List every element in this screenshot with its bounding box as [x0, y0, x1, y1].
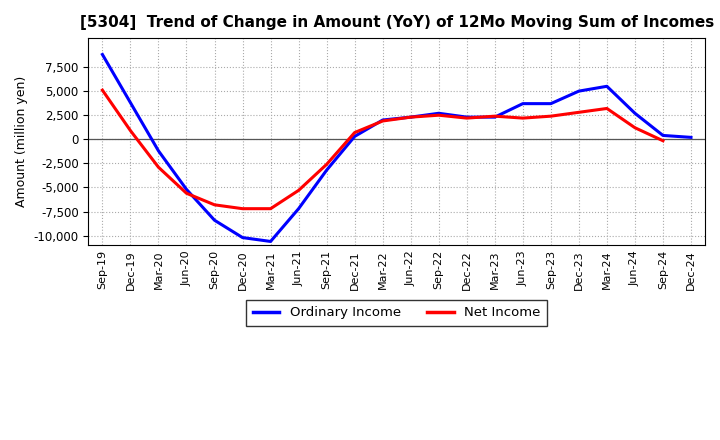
Ordinary Income	[323, 168, 331, 173]
Legend: Ordinary Income, Net Income: Ordinary Income, Net Income	[246, 300, 547, 326]
Ordinary Income	[182, 187, 191, 192]
Ordinary Income	[126, 100, 135, 105]
Net Income	[631, 125, 639, 130]
Net Income	[406, 114, 415, 120]
Ordinary Income	[659, 133, 667, 138]
Y-axis label: Amount (million yen): Amount (million yen)	[15, 76, 28, 207]
Ordinary Income	[575, 88, 583, 94]
Ordinary Income	[603, 84, 611, 89]
Ordinary Income	[379, 117, 387, 123]
Net Income	[575, 110, 583, 115]
Ordinary Income	[490, 114, 499, 120]
Net Income	[154, 165, 163, 170]
Net Income	[294, 188, 303, 193]
Title: [5304]  Trend of Change in Amount (YoY) of 12Mo Moving Sum of Incomes: [5304] Trend of Change in Amount (YoY) o…	[80, 15, 714, 30]
Ordinary Income	[518, 101, 527, 106]
Net Income	[98, 88, 107, 93]
Ordinary Income	[154, 148, 163, 154]
Net Income	[659, 138, 667, 143]
Net Income	[379, 118, 387, 124]
Ordinary Income	[462, 114, 471, 120]
Net Income	[182, 191, 191, 196]
Ordinary Income	[266, 239, 275, 244]
Ordinary Income	[687, 135, 696, 140]
Net Income	[490, 114, 499, 119]
Net Income	[210, 202, 219, 208]
Net Income	[462, 115, 471, 121]
Ordinary Income	[98, 52, 107, 57]
Net Income	[546, 114, 555, 119]
Net Income	[126, 128, 135, 133]
Net Income	[518, 115, 527, 121]
Line: Net Income: Net Income	[102, 90, 663, 209]
Line: Ordinary Income: Ordinary Income	[102, 55, 691, 242]
Net Income	[434, 113, 443, 118]
Net Income	[323, 162, 331, 167]
Ordinary Income	[210, 218, 219, 223]
Ordinary Income	[238, 235, 247, 240]
Net Income	[238, 206, 247, 211]
Net Income	[603, 106, 611, 111]
Ordinary Income	[546, 101, 555, 106]
Ordinary Income	[294, 206, 303, 211]
Net Income	[266, 206, 275, 211]
Ordinary Income	[406, 114, 415, 120]
Ordinary Income	[351, 134, 359, 139]
Ordinary Income	[631, 110, 639, 116]
Net Income	[351, 130, 359, 135]
Ordinary Income	[434, 110, 443, 116]
